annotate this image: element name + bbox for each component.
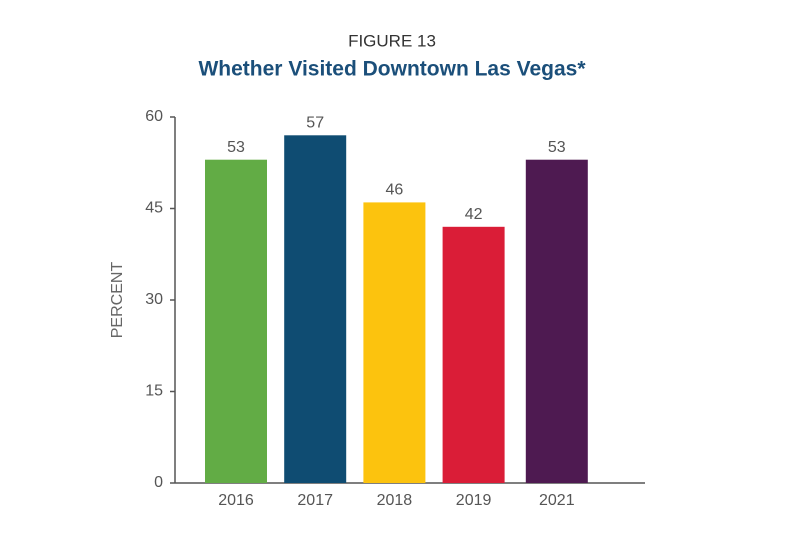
value-label: 46: [386, 182, 404, 199]
x-tick-label: 2017: [297, 492, 333, 509]
value-label: 57: [306, 115, 324, 132]
bar: [363, 202, 426, 483]
x-tick-label: 2016: [218, 492, 254, 509]
y-tick-label: 0: [154, 474, 163, 491]
value-label: 53: [227, 139, 245, 156]
bar: [284, 135, 347, 484]
bar: [442, 226, 505, 484]
y-tick-label: 15: [145, 383, 163, 400]
y-tick-label: 60: [145, 108, 163, 125]
x-tick-label: 2018: [377, 492, 413, 509]
value-label: 53: [548, 139, 566, 156]
value-label: 42: [465, 206, 483, 223]
bar: [205, 159, 267, 483]
bar: [525, 159, 588, 483]
y-tick-label: 45: [145, 200, 163, 217]
x-tick-label: 2021: [539, 492, 575, 509]
x-tick-label: 2019: [456, 492, 492, 509]
chart-title: Whether Visited Downtown Las Vegas*: [198, 58, 586, 81]
chart-supertitle: FIGURE 13: [348, 31, 436, 50]
y-tick-label: 30: [145, 291, 163, 308]
y-axis-label: PERCENT: [109, 262, 126, 339]
